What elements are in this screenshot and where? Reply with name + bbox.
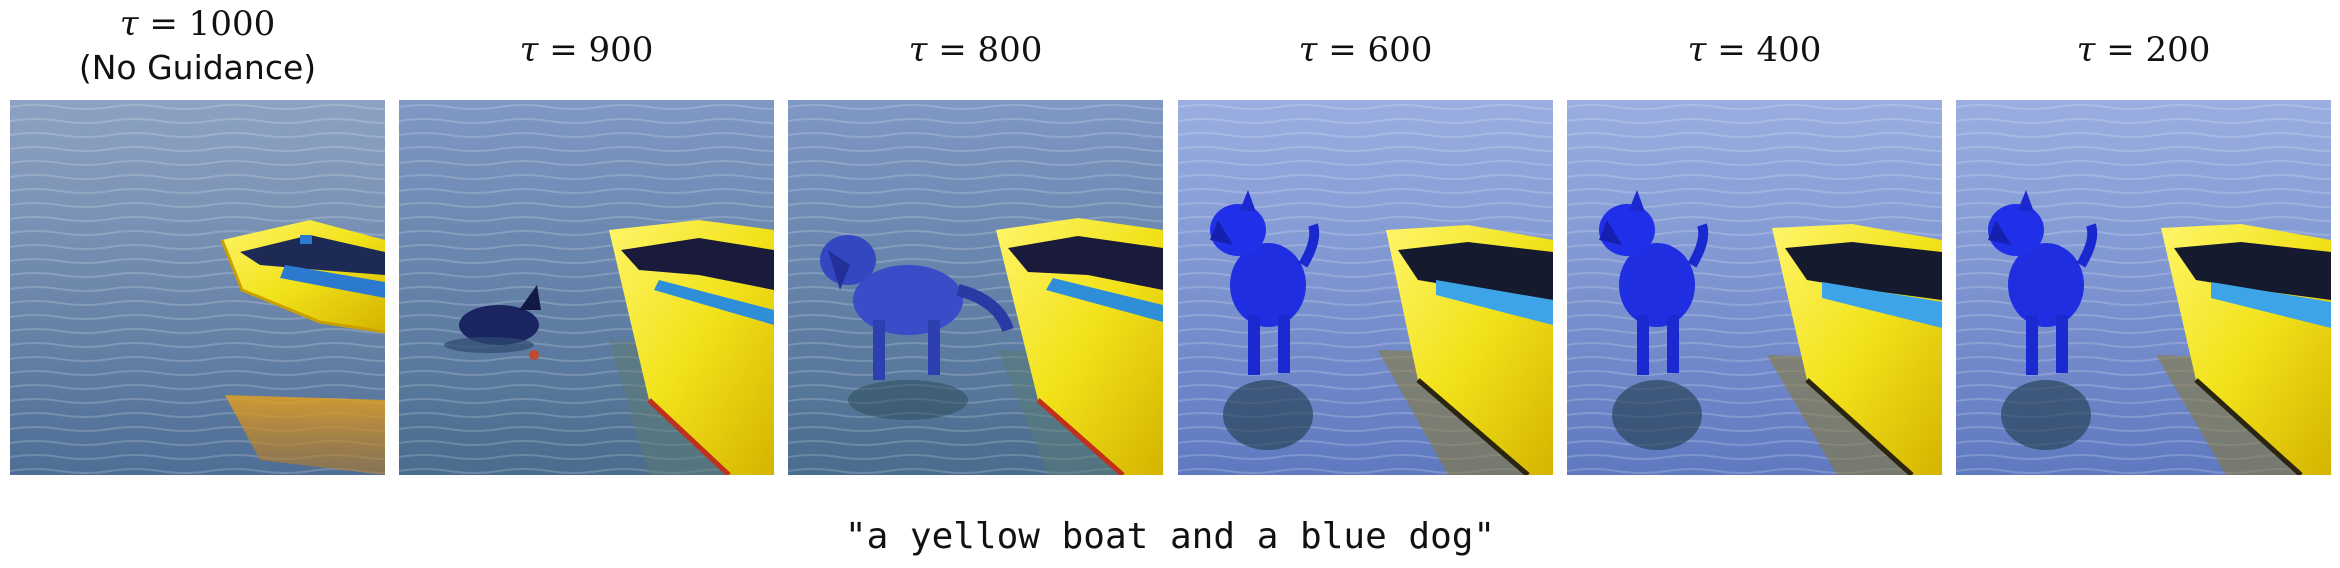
panel-tau-600: τ = 600 <box>1178 0 1553 475</box>
generated-image <box>1178 100 1553 475</box>
tau-label: τ = 800 <box>908 30 1043 70</box>
generated-image <box>399 100 774 475</box>
panel-tau-1000: τ = 1000 (No Guidance) <box>10 0 385 475</box>
generated-image <box>788 100 1163 475</box>
generated-image <box>10 100 385 475</box>
panel-tau-200: τ = 200 <box>1956 0 2331 475</box>
no-guidance-label: (No Guidance) <box>78 48 317 87</box>
panel-tau-900: τ = 900 <box>399 0 774 475</box>
tau-label: τ = 1000 <box>119 4 276 44</box>
tau-label: τ = 200 <box>2076 30 2211 70</box>
tau-label: τ = 900 <box>519 30 654 70</box>
prompt-caption: "a yellow boat and a blue dog" <box>844 516 1496 557</box>
panel-tau-800: τ = 800 <box>788 0 1163 475</box>
generated-image <box>1567 100 1942 475</box>
tau-label: τ = 600 <box>1298 30 1433 70</box>
panel-tau-400: τ = 400 <box>1567 0 1942 475</box>
tau-label: τ = 400 <box>1687 30 1822 70</box>
generated-image <box>1956 100 2331 475</box>
